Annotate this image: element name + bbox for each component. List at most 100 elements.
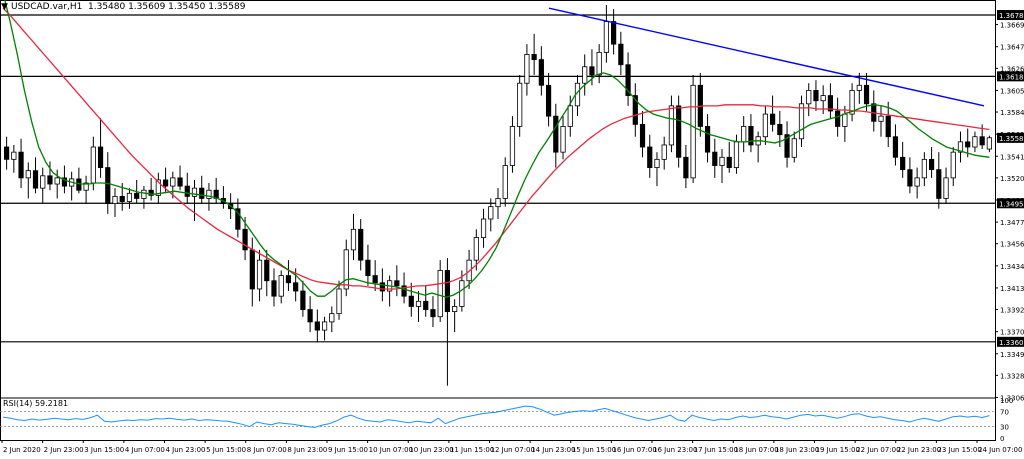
candle-body: [560, 126, 566, 153]
candle-body: [856, 84, 862, 91]
candle-body: [625, 64, 631, 96]
candle-body: [553, 115, 559, 153]
ma-fast-line: [4, 0, 990, 298]
rsi-line: [2, 405, 990, 428]
rsi-label: RSI(14) 59.2181: [3, 399, 68, 408]
time-tick-label: 22 Jun 07:00: [856, 446, 900, 454]
level-price-tag: [997, 71, 1024, 82]
price-tick-label: 1.35410: [1000, 153, 1024, 161]
candle-body: [900, 156, 906, 171]
time-tick-label: 17 Jun 15:00: [694, 446, 738, 454]
candle-body: [777, 123, 783, 136]
candle-body: [531, 54, 537, 60]
candle-body: [76, 178, 82, 191]
trendlines: [548, 7, 985, 107]
time-tick-label: 3 Jun 15:00: [84, 446, 124, 454]
price-tick-label: 1.33065: [1000, 394, 1024, 402]
candle-body: [452, 306, 458, 312]
price-tick-label: 1.36690: [1000, 22, 1024, 30]
ma-slow-line: [2, 7, 990, 290]
candle-body: [842, 113, 848, 127]
candle-body: [235, 208, 241, 230]
candle-body: [582, 66, 588, 84]
time-tick-label: 19 Jun 15:00: [816, 446, 860, 454]
candle-body: [379, 282, 385, 292]
candle-body: [314, 321, 320, 331]
candle-body: [741, 126, 747, 143]
time-tick-label: 4 Jun 07:00: [125, 446, 165, 454]
candle-body: [668, 105, 675, 146]
candle-body: [105, 167, 111, 204]
candle-body: [134, 192, 140, 199]
candle-body: [892, 136, 899, 158]
moving-averages: [2, 0, 990, 298]
candle-body: [683, 156, 689, 179]
candle-body: [972, 136, 978, 148]
candle-body: [473, 237, 479, 261]
candle-body: [155, 179, 161, 196]
candle-body: [83, 182, 89, 191]
candle-body: [885, 115, 891, 138]
rsi-tick-label: 70: [1000, 408, 1009, 416]
candle-body: [112, 195, 118, 204]
candle-body: [119, 195, 125, 202]
time-tick-label: 11 Jun 15:00: [450, 446, 494, 454]
candle-body: [784, 134, 790, 158]
price-tick-label: 1.33705: [1000, 329, 1024, 337]
candle-body: [618, 43, 624, 66]
symbol-dropdown-icon[interactable]: ▼: [1, 2, 8, 12]
candle-body: [32, 170, 39, 189]
candle-body: [611, 21, 617, 45]
candle-body: [126, 192, 133, 202]
price-tick-label: 1.36475: [1000, 44, 1024, 52]
candle-body: [162, 179, 169, 187]
candle-body: [603, 21, 609, 53]
candle-body: [394, 280, 400, 287]
candle-body: [97, 146, 104, 168]
candle-body: [358, 228, 364, 261]
candle-body: [170, 177, 176, 187]
price-tick-label: 1.36265: [1000, 65, 1024, 73]
candle-body: [769, 113, 776, 125]
candle-body: [242, 228, 248, 251]
candle-body: [415, 300, 422, 307]
candle-body: [733, 141, 740, 168]
candle-body: [343, 249, 349, 290]
candle-body: [184, 185, 190, 197]
candle-body: [408, 295, 414, 307]
candle-body: [11, 151, 17, 160]
trendline[interactable]: [548, 7, 985, 107]
time-tick-label: 10 Jun 07:00: [369, 446, 413, 454]
candle-body: [47, 175, 53, 185]
candle-body: [524, 54, 530, 84]
time-tick-label: 18 Jun 23:00: [775, 446, 819, 454]
candle-body: [502, 165, 508, 199]
level-price-tag-label: 1.33606: [999, 339, 1024, 347]
rsi-tick-label: 100: [1000, 397, 1013, 405]
level-price-tag: [997, 336, 1024, 347]
time-tick-label: 2 Jun 2020: [3, 446, 41, 454]
time-tick-label: 10 Jun 23:00: [409, 446, 453, 454]
candle-body: [336, 288, 342, 315]
time-tick-label: 12 Jun 07:00: [491, 446, 535, 454]
rsi-tick-label: 30: [1000, 424, 1009, 432]
candle-body: [827, 95, 834, 112]
price-tick-label: 1.33490: [1000, 351, 1024, 359]
price-tick-label: 1.34130: [1000, 285, 1024, 293]
current-price-tag: [997, 132, 1024, 143]
candle-body: [632, 95, 638, 125]
time-tick-label: 4 Jun 23:00: [166, 446, 206, 454]
chart-ohlc: 1.35480 1.35609 1.35450 1.35589: [88, 2, 246, 12]
time-tick-label: 9 Jun 15:00: [328, 446, 368, 454]
candle-body: [517, 82, 523, 127]
candle-body: [907, 169, 913, 187]
level-price-tag-label: 1.36783: [999, 12, 1024, 20]
candle-body: [813, 90, 819, 102]
candle-body: [480, 218, 487, 238]
price-tick-label: 1.35840: [1000, 109, 1024, 117]
candle-body: [943, 177, 949, 199]
candle-body: [444, 270, 451, 312]
candle-body: [791, 138, 797, 158]
candle-body: [639, 123, 646, 148]
candle-body: [285, 275, 292, 284]
